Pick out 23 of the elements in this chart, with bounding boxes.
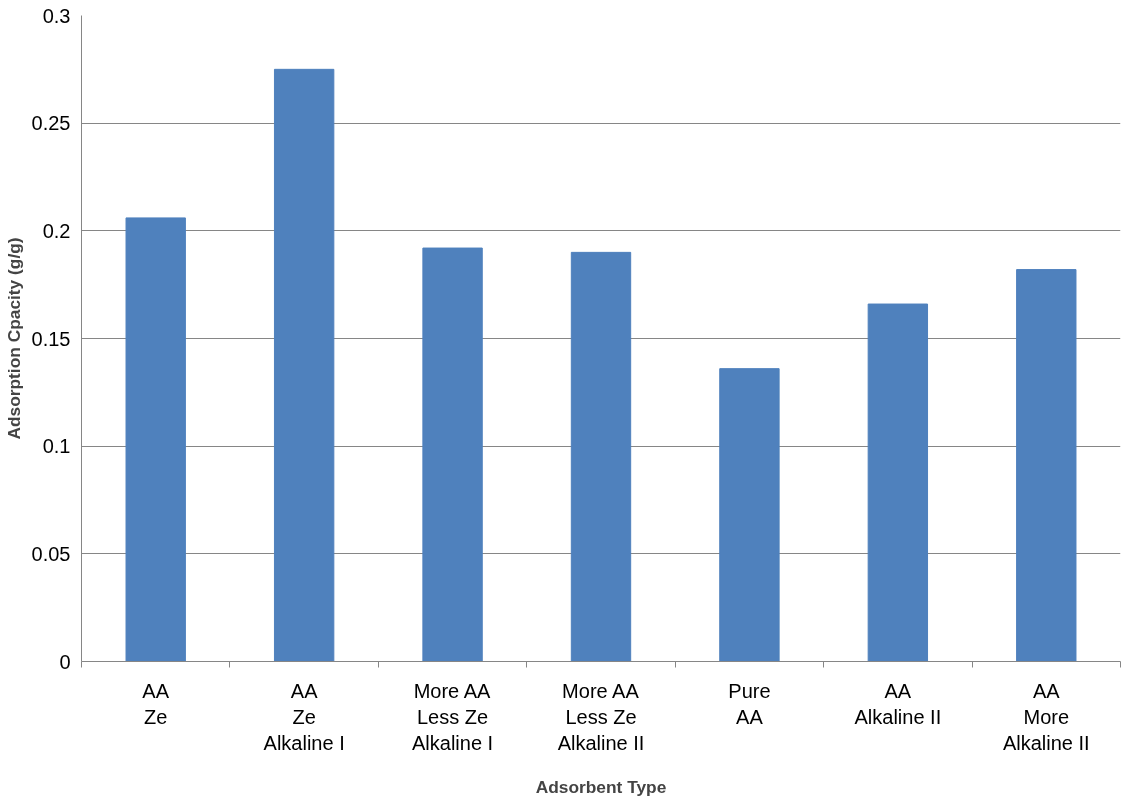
bar xyxy=(273,68,335,662)
y-tick-label: 0.2 xyxy=(42,219,71,242)
bar xyxy=(719,368,780,662)
y-tick-label: 0.3 xyxy=(42,4,71,27)
x-axis-title: Adsorbent Type xyxy=(535,777,667,798)
bar xyxy=(125,217,186,662)
x-tick-label: Pure AA xyxy=(728,679,771,728)
y-tick-label: 0.25 xyxy=(31,112,71,135)
x-tick-label: AA More Alkaline II xyxy=(1002,679,1090,755)
y-tick-label: 0 xyxy=(59,650,71,673)
bar xyxy=(1016,269,1077,662)
x-tick-label: More AA Less Ze Alkaline II xyxy=(557,679,645,755)
y-tick-label: 0.15 xyxy=(31,327,71,350)
bar xyxy=(867,303,929,662)
y-axis-title: Adsorption Cpacity (g/g) xyxy=(3,237,24,440)
x-tick-label: AA Ze xyxy=(142,679,170,728)
x-tick-label: AA Ze Alkaline I xyxy=(263,679,345,755)
bar xyxy=(570,251,632,662)
bar xyxy=(422,247,483,662)
y-tick-label: 0.1 xyxy=(42,435,71,458)
y-tick-label: 0.05 xyxy=(31,542,71,565)
x-tick-label: More AA Less Ze Alkaline I xyxy=(412,679,494,755)
x-tick-label: AA Alkaline II xyxy=(854,679,942,728)
